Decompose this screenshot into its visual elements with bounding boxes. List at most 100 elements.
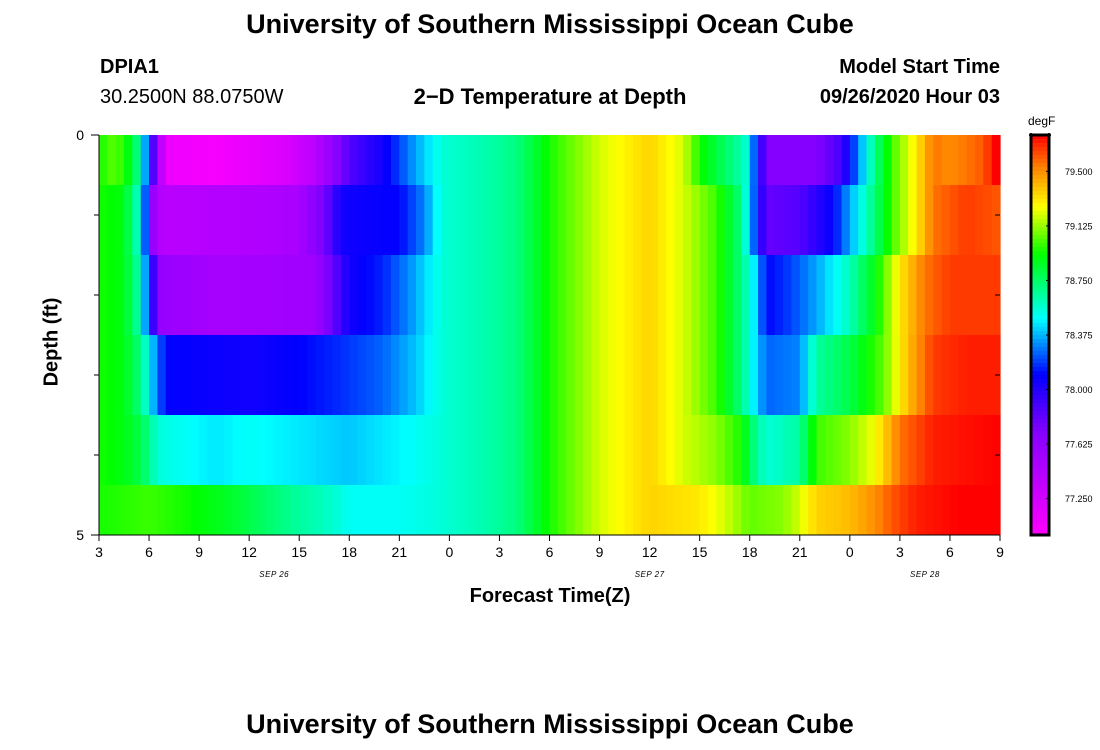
colorbar-corner-dot xyxy=(1029,133,1033,137)
heatmap-cell xyxy=(207,415,217,486)
heatmap-cell xyxy=(933,335,943,416)
heatmap-cell xyxy=(232,485,242,536)
heatmap-cell xyxy=(632,485,642,536)
heatmap-cell xyxy=(357,415,367,486)
heatmap-cell xyxy=(783,335,793,416)
heatmap-cell xyxy=(140,185,150,256)
heatmap-cell xyxy=(207,185,217,256)
heatmap-cell xyxy=(157,485,167,536)
colorbar-segment xyxy=(1031,243,1049,248)
heatmap-cell xyxy=(691,135,701,186)
heatmap-cell xyxy=(541,255,551,336)
heatmap-cell xyxy=(958,335,968,416)
heatmap-cell xyxy=(824,185,834,256)
heatmap-cell xyxy=(641,415,651,486)
heatmap-cell xyxy=(249,255,259,336)
heatmap-cell xyxy=(816,255,826,336)
colorbar-segment xyxy=(1031,267,1049,272)
heatmap-cell xyxy=(482,255,492,336)
heatmap-cell xyxy=(557,255,567,336)
heatmap-cell xyxy=(674,485,684,536)
heatmap-cell xyxy=(265,255,275,336)
heatmap-cell xyxy=(474,485,484,536)
heatmap-cell xyxy=(457,185,467,256)
heatmap-cell xyxy=(524,485,534,536)
heatmap-cell xyxy=(499,255,509,336)
heatmap-cell xyxy=(908,335,918,416)
colorbar-segment xyxy=(1031,299,1049,304)
heatmap-cell xyxy=(699,255,709,336)
heatmap-cell xyxy=(582,335,592,416)
heatmap-cell xyxy=(941,135,951,186)
heatmap-cell xyxy=(557,335,567,416)
heatmap-cell xyxy=(883,335,893,416)
heatmap-cell xyxy=(833,185,843,256)
x-tick-label: 21 xyxy=(391,544,408,560)
heatmap-cell xyxy=(924,485,934,536)
heatmap-cell xyxy=(624,135,634,186)
heatmap-cell xyxy=(549,335,559,416)
heatmap-cell xyxy=(315,185,325,256)
heatmap-cell xyxy=(132,135,142,186)
heatmap-cell xyxy=(816,335,826,416)
heatmap-cell xyxy=(841,135,851,186)
colorbar-segment xyxy=(1031,183,1049,188)
heatmap-cell xyxy=(215,485,225,536)
heatmap-cell xyxy=(507,255,517,336)
heatmap-cell xyxy=(849,485,859,536)
heatmap-cell xyxy=(674,185,684,256)
heatmap-cell xyxy=(924,255,934,336)
colorbar-segment xyxy=(1031,435,1049,440)
heatmap-cell xyxy=(424,255,434,336)
heatmap-cell xyxy=(482,415,492,486)
heatmap-cell xyxy=(799,135,809,186)
heatmap-cell xyxy=(841,485,851,536)
heatmap-cell xyxy=(607,185,617,256)
heatmap-cell xyxy=(674,415,684,486)
heatmap-cell xyxy=(115,485,125,536)
colorbar-segment xyxy=(1031,283,1049,288)
heatmap-cell xyxy=(299,255,309,336)
x-tick-label: 15 xyxy=(691,544,708,560)
colorbar-segment xyxy=(1031,339,1049,344)
heatmap-cell xyxy=(340,485,350,536)
heatmap-cell xyxy=(849,255,859,336)
heatmap-cell xyxy=(824,255,834,336)
heatmap-cell xyxy=(416,415,425,486)
heatmap-cell xyxy=(340,335,350,416)
heatmap-cell xyxy=(682,485,692,536)
heatmap-cell xyxy=(516,185,526,256)
heatmap-cell xyxy=(349,335,359,416)
heatmap-cell xyxy=(257,135,267,186)
heatmap-cell xyxy=(390,335,400,416)
heatmap-cell xyxy=(432,185,442,256)
heatmap-cell xyxy=(632,415,642,486)
heatmap-cell xyxy=(666,135,676,186)
heatmap-cell xyxy=(908,135,918,186)
heatmap-cell xyxy=(908,485,918,536)
heatmap-cell xyxy=(424,415,434,486)
heatmap-cell xyxy=(549,485,559,536)
heatmap-cell xyxy=(307,255,317,336)
colorbar-segment xyxy=(1031,399,1049,404)
heatmap-cell xyxy=(883,415,893,486)
heatmap-cell xyxy=(874,185,884,256)
colorbar-segment xyxy=(1031,167,1049,172)
heatmap-cell xyxy=(783,135,793,186)
heatmap-cell xyxy=(324,135,334,186)
colorbar-segment xyxy=(1031,387,1049,392)
heatmap-cell xyxy=(407,415,417,486)
heatmap-cell xyxy=(224,185,234,256)
heatmap-cell xyxy=(933,255,943,336)
heatmap-cell xyxy=(824,335,834,416)
heatmap-cell xyxy=(315,135,325,186)
heatmap-cell xyxy=(99,485,108,536)
heatmap-cell xyxy=(491,415,501,486)
heatmap-cell xyxy=(883,185,893,256)
heatmap-cell xyxy=(874,485,884,536)
heatmap-cell xyxy=(682,335,692,416)
heatmap-cell xyxy=(916,415,926,486)
heatmap-cell xyxy=(282,415,292,486)
heatmap-cell xyxy=(541,485,551,536)
heatmap-cell xyxy=(958,485,968,536)
